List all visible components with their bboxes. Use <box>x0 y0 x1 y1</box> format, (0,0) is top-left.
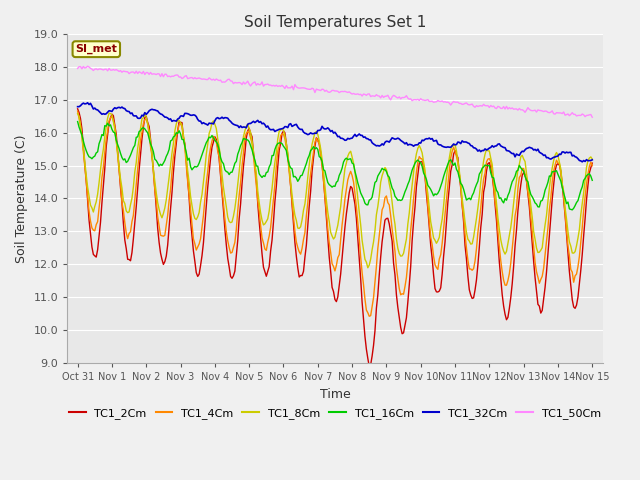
TC1_50Cm <box>74 66 81 72</box>
TC1_8Cm <box>588 156 596 162</box>
TC1_8Cm <box>74 111 81 117</box>
TC1_8Cm <box>364 265 372 271</box>
TC1_50Cm <box>527 108 534 113</box>
TC1_8Cm <box>171 128 179 134</box>
TC1_2Cm <box>368 353 376 359</box>
TC1_32Cm <box>171 118 179 123</box>
Line: TC1_50Cm: TC1_50Cm <box>77 66 592 117</box>
TC1_32Cm <box>397 137 404 143</box>
TC1_50Cm <box>90 68 97 73</box>
TC1_32Cm <box>588 157 596 163</box>
Line: TC1_16Cm: TC1_16Cm <box>77 121 592 210</box>
TC1_50Cm <box>171 72 179 78</box>
TC1_16Cm <box>88 156 96 162</box>
TC1_32Cm <box>74 104 81 109</box>
Line: TC1_2Cm: TC1_2Cm <box>77 109 592 366</box>
Line: TC1_8Cm: TC1_8Cm <box>77 113 592 268</box>
TC1_2Cm <box>588 160 596 166</box>
TC1_16Cm <box>367 197 374 203</box>
Legend: TC1_2Cm, TC1_4Cm, TC1_8Cm, TC1_16Cm, TC1_32Cm, TC1_50Cm: TC1_2Cm, TC1_4Cm, TC1_8Cm, TC1_16Cm, TC1… <box>65 404 605 423</box>
TC1_4Cm <box>397 292 404 298</box>
TC1_4Cm <box>368 304 376 310</box>
TC1_8Cm <box>398 253 406 259</box>
TC1_32Cm <box>527 145 534 151</box>
TC1_16Cm <box>525 186 533 192</box>
TC1_2Cm <box>170 169 177 175</box>
X-axis label: Time: Time <box>319 388 350 401</box>
Title: Soil Temperatures Set 1: Soil Temperatures Set 1 <box>244 15 426 30</box>
TC1_8Cm <box>529 214 536 220</box>
TC1_8Cm <box>387 188 394 193</box>
TC1_8Cm <box>105 110 113 116</box>
TC1_50Cm <box>368 93 376 99</box>
TC1_16Cm <box>396 197 403 203</box>
TC1_16Cm <box>384 173 392 179</box>
TC1_16Cm <box>74 119 81 124</box>
TC1_50Cm <box>397 96 404 102</box>
TC1_16Cm <box>170 134 177 140</box>
TC1_4Cm <box>588 163 596 168</box>
TC1_2Cm <box>88 244 96 250</box>
TC1_16Cm <box>568 207 576 213</box>
TC1_32Cm <box>385 139 393 145</box>
TC1_2Cm <box>365 363 373 369</box>
TC1_2Cm <box>385 221 393 227</box>
TC1_32Cm <box>579 159 586 165</box>
TC1_4Cm <box>385 202 393 208</box>
TC1_8Cm <box>88 205 96 211</box>
Line: TC1_32Cm: TC1_32Cm <box>77 103 592 162</box>
TC1_4Cm <box>88 225 96 231</box>
TC1_32Cm <box>368 140 376 145</box>
Y-axis label: Soil Temperature (C): Soil Temperature (C) <box>15 134 28 263</box>
TC1_4Cm <box>74 108 81 114</box>
TC1_32Cm <box>90 106 97 112</box>
TC1_32Cm <box>84 100 92 106</box>
TC1_4Cm <box>170 154 177 159</box>
TC1_50Cm <box>84 63 92 69</box>
Line: TC1_4Cm: TC1_4Cm <box>77 111 592 316</box>
TC1_50Cm <box>588 114 596 120</box>
TC1_2Cm <box>397 324 404 330</box>
TC1_4Cm <box>527 214 534 219</box>
TC1_4Cm <box>365 313 373 319</box>
TC1_2Cm <box>74 106 81 112</box>
TC1_2Cm <box>527 223 534 228</box>
TC1_50Cm <box>385 95 393 101</box>
TC1_16Cm <box>588 178 596 183</box>
Text: SI_met: SI_met <box>76 44 117 54</box>
TC1_8Cm <box>370 239 378 245</box>
